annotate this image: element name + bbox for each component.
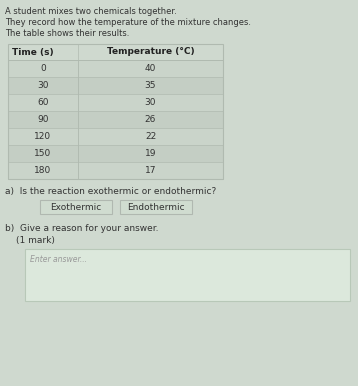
Bar — [8, 162, 223, 179]
Bar — [120, 200, 192, 214]
Bar — [40, 200, 112, 214]
Text: They record how the temperature of the mixture changes.: They record how the temperature of the m… — [5, 18, 251, 27]
Text: 60: 60 — [37, 98, 49, 107]
Bar — [8, 145, 223, 162]
Bar — [8, 77, 223, 94]
Text: a)  Is the reaction exothermic or endothermic?: a) Is the reaction exothermic or endothe… — [5, 187, 216, 196]
Text: 180: 180 — [34, 166, 52, 175]
Bar — [25, 249, 350, 301]
Text: A student mixes two chemicals together.: A student mixes two chemicals together. — [5, 7, 177, 16]
Text: Temperature (°C): Temperature (°C) — [107, 47, 194, 56]
Text: 90: 90 — [37, 115, 49, 124]
Text: 150: 150 — [34, 149, 52, 158]
Text: 26: 26 — [145, 115, 156, 124]
Text: 30: 30 — [37, 81, 49, 90]
Text: Enter answer...: Enter answer... — [30, 255, 87, 264]
Text: 120: 120 — [34, 132, 52, 141]
Text: 0: 0 — [40, 64, 46, 73]
Text: 40: 40 — [145, 64, 156, 73]
Bar — [8, 128, 223, 145]
Text: 22: 22 — [145, 132, 156, 141]
Text: 35: 35 — [145, 81, 156, 90]
Bar — [8, 94, 223, 111]
Text: 17: 17 — [145, 166, 156, 175]
Text: b)  Give a reason for your answer.: b) Give a reason for your answer. — [5, 224, 159, 233]
Text: Endothermic: Endothermic — [127, 203, 185, 212]
Bar — [8, 44, 223, 60]
Text: (1 mark): (1 mark) — [16, 236, 55, 245]
Bar — [8, 60, 223, 77]
Text: 19: 19 — [145, 149, 156, 158]
Text: 30: 30 — [145, 98, 156, 107]
Text: The table shows their results.: The table shows their results. — [5, 29, 129, 38]
Bar — [8, 44, 223, 179]
Text: Time (s): Time (s) — [12, 47, 54, 56]
Bar — [8, 111, 223, 128]
Text: Exothermic: Exothermic — [50, 203, 102, 212]
